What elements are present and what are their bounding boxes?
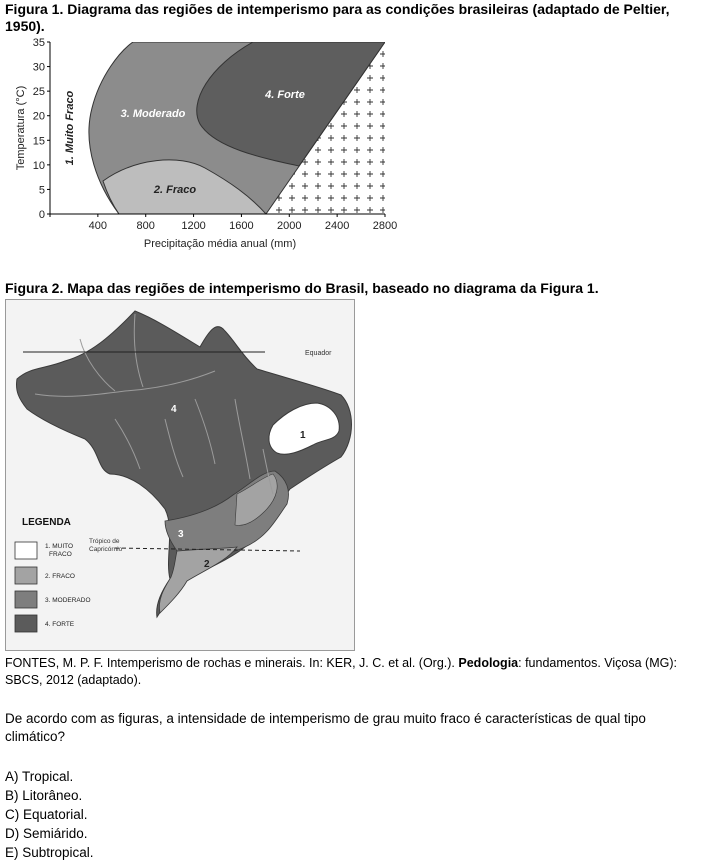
figure1-title-line1: Figura 1. Diagrama das regiões de intemp… bbox=[5, 1, 670, 17]
legend-swatch bbox=[14, 566, 38, 585]
legend-item-fraco: 2. FRACO bbox=[14, 566, 75, 585]
label-forte: 4. Forte bbox=[264, 89, 305, 101]
legend-label: 1. MUITO bbox=[45, 543, 73, 550]
question-line2: climático? bbox=[5, 729, 66, 744]
source-bold: Pedologia bbox=[458, 656, 519, 670]
question: De acordo com as figuras, a intensidade … bbox=[5, 710, 646, 746]
question-line1: De acordo com as figuras, a intensidade … bbox=[5, 711, 646, 726]
rivers bbox=[34, 313, 274, 495]
y-tick-label: 5 bbox=[39, 184, 45, 196]
x-tick-label: 2000 bbox=[277, 220, 301, 232]
weathering-diagram: 0 5 10 15 20 25 30 35 400 800 1200 1600 2000 2400 280… bbox=[15, 37, 397, 250]
source-line2: SBCS, 2012 (adaptado). bbox=[5, 673, 142, 687]
option-e[interactable]: E) Subtropical. bbox=[5, 845, 94, 860]
y-tick-label: 25 bbox=[33, 86, 45, 98]
y-tick-label: 30 bbox=[33, 62, 45, 74]
region-2-fraco-se bbox=[234, 473, 278, 526]
y-tick-label: 35 bbox=[33, 37, 45, 49]
y-axis-label: Temperatura (°C) bbox=[15, 86, 27, 170]
x-tick-label: 400 bbox=[89, 220, 107, 232]
y-tick-label: 20 bbox=[33, 111, 45, 123]
tropic-line bbox=[114, 547, 301, 552]
legend-item-forte: 4. FORTE bbox=[14, 614, 75, 633]
source-part1: FONTES, M. P. F. Intemperismo de rochas … bbox=[5, 656, 459, 670]
tropic-label-line2: Capricórnio bbox=[89, 546, 123, 553]
x-axis-label: Precipitação média anual (mm) bbox=[144, 238, 296, 250]
map-number-1: 1 bbox=[300, 430, 306, 441]
legend-label-line2: FRACO bbox=[49, 551, 72, 558]
map-number-2: 2 bbox=[204, 559, 210, 570]
region-1-muito-fraco bbox=[268, 402, 340, 455]
y-ticks: 0 5 10 15 20 25 30 35 bbox=[33, 37, 50, 221]
y-tick-label: 10 bbox=[33, 160, 45, 172]
option-b[interactable]: B) Litorâneo. bbox=[5, 788, 83, 803]
x-tick-label: 1200 bbox=[181, 220, 205, 232]
option-c[interactable]: C) Equatorial. bbox=[5, 807, 88, 822]
figure2-title: Figura 2. Mapa das regiões de intemperis… bbox=[5, 280, 599, 296]
x-tick-label: 2400 bbox=[325, 220, 349, 232]
option-a[interactable]: A) Tropical. bbox=[5, 769, 74, 784]
legend-swatch bbox=[14, 590, 38, 609]
x-tick-label: 800 bbox=[137, 220, 155, 232]
equator-label: Equador bbox=[305, 350, 332, 357]
y-tick-label: 15 bbox=[33, 135, 45, 147]
map-number-4: 4 bbox=[171, 404, 177, 415]
option-d[interactable]: D) Semiárido. bbox=[5, 826, 88, 841]
x-tick-label: 1600 bbox=[229, 220, 253, 232]
region-fraco bbox=[102, 159, 267, 214]
legend-swatch bbox=[14, 614, 38, 633]
legend-title: LEGENDA bbox=[22, 517, 71, 528]
legend-label: 3. MODERADO bbox=[45, 597, 91, 604]
brazil-map: Equador Trópico de Capricórnio 1 2 3 4 L… bbox=[5, 299, 355, 651]
label-muito-fraco: 1. Muito Fraco bbox=[64, 90, 76, 165]
source-line1: FONTES, M. P. F. Intemperismo de rochas … bbox=[5, 655, 677, 672]
region-forte bbox=[196, 42, 385, 167]
x-tick-label: 2800 bbox=[373, 220, 397, 232]
label-fraco: 2. Fraco bbox=[153, 184, 196, 196]
source-citation: FONTES, M. P. F. Intemperismo de rochas … bbox=[5, 655, 677, 689]
region-2-fraco bbox=[158, 546, 238, 614]
legend-item-muito-fraco: 1. MUITO FRACO bbox=[14, 541, 73, 560]
tropic-label-line1: Trópico de bbox=[89, 538, 120, 545]
figure1-title-line2: 1950). bbox=[5, 18, 45, 34]
legend-swatch bbox=[14, 541, 38, 560]
figure1-title: Figura 1. Diagrama das regiões de intemp… bbox=[5, 1, 669, 35]
source-part2: : fundamentos. Viçosa (MG): bbox=[518, 656, 677, 670]
label-moderado: 3. Moderado bbox=[121, 108, 186, 120]
y-tick-label: 0 bbox=[39, 209, 45, 221]
legend-label: 4. FORTE bbox=[45, 621, 75, 628]
legend-label: 2. FRACO bbox=[45, 573, 75, 580]
legend-item-moderado: 3. MODERADO bbox=[14, 590, 91, 609]
x-ticks: 400 800 1200 1600 2000 2400 2800 bbox=[49, 214, 397, 232]
answer-options: A) Tropical. B) Litorâneo. C) Equatorial… bbox=[5, 767, 94, 862]
map-number-3: 3 bbox=[178, 529, 184, 540]
